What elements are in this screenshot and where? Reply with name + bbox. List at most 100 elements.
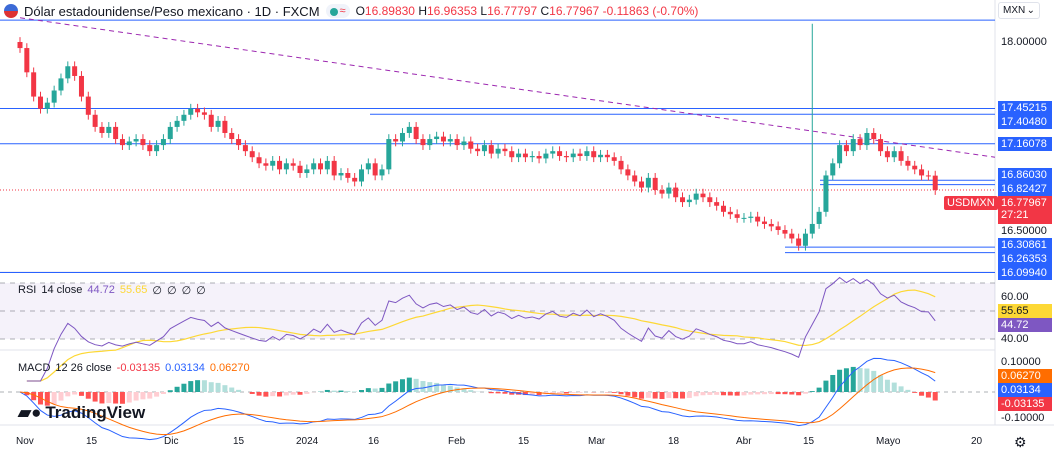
macd-histogram-bar xyxy=(645,392,651,398)
candle-body xyxy=(912,165,918,170)
candle-body xyxy=(577,153,583,157)
candle-body xyxy=(686,199,692,203)
macd-histogram-bar xyxy=(447,385,453,392)
currency-select[interactable]: MXN ⌄ xyxy=(998,2,1040,19)
rsi-ma-value: 55.65 xyxy=(119,284,148,296)
candle-body xyxy=(898,151,904,161)
macd-histogram-bar xyxy=(577,392,583,393)
candle-body xyxy=(126,141,132,146)
candle-body xyxy=(830,163,836,176)
macd-histogram-bar xyxy=(154,392,160,397)
macd-histogram-bar xyxy=(338,390,344,392)
candle-body xyxy=(65,66,71,79)
candle-body xyxy=(618,160,624,170)
ohlc-values: O16.89830 H16.96353 L16.77797 C16.77967 … xyxy=(355,4,699,18)
candle-body xyxy=(413,126,419,140)
candle-body xyxy=(386,139,392,170)
candle-body xyxy=(283,163,289,170)
macd-histogram-bar xyxy=(72,392,78,395)
candle-body xyxy=(488,145,494,154)
macd-legend[interactable]: MACD 12 26 close -0.03135 0.03134 0.0627… xyxy=(18,362,250,374)
market-open-icon xyxy=(329,8,338,16)
candle-body xyxy=(550,151,556,154)
candle-body xyxy=(17,42,23,49)
candle-body xyxy=(345,173,351,178)
macd-histogram-bar xyxy=(857,368,863,392)
macd-histogram-bar xyxy=(707,392,713,395)
candle-body xyxy=(639,181,645,188)
candle-body xyxy=(529,156,535,158)
macd-histogram-bar xyxy=(782,392,788,395)
candle-body xyxy=(72,66,78,76)
macd-histogram-bar xyxy=(229,387,235,392)
rsi-legend[interactable]: RSI 14 close 44.72 55.65 ∅ ∅ ∅ ∅ xyxy=(18,284,206,297)
macd-histogram-bar xyxy=(106,392,112,404)
macd-histogram-bar xyxy=(809,391,815,392)
macd-histogram-bar xyxy=(133,392,139,401)
time-tick: 20 xyxy=(971,436,983,447)
trendline xyxy=(19,17,996,158)
macd-histogram-bar xyxy=(652,392,658,399)
macd-histogram-bar xyxy=(65,392,71,397)
candle-body xyxy=(297,165,303,174)
macd-histogram-bar xyxy=(359,390,364,392)
macd-hist-price-label: -0.03135 xyxy=(998,397,1052,411)
macd-histogram-bar xyxy=(912,392,918,393)
macd-histogram-bar xyxy=(113,392,119,404)
macd-histogram-bar xyxy=(379,387,385,392)
macd-histogram-bar xyxy=(550,392,556,394)
symbol-tag: USDMXN xyxy=(944,196,998,210)
rsi-band xyxy=(0,283,995,339)
candle-body xyxy=(188,108,194,115)
macd-histogram-bar xyxy=(639,392,645,399)
macd-histogram-bar xyxy=(249,392,255,394)
candle-body xyxy=(256,157,262,164)
candle-body xyxy=(24,48,30,73)
macd-histogram-bar xyxy=(734,392,740,396)
macd-histogram-bar xyxy=(174,386,180,392)
candle-body xyxy=(714,202,720,206)
candle-body xyxy=(113,126,119,140)
macd-histogram-bar xyxy=(625,392,631,396)
time-tick: 2024 xyxy=(296,436,319,447)
candle-body xyxy=(324,160,330,170)
candle-body xyxy=(823,175,829,212)
macd-histogram-bar xyxy=(878,375,884,392)
candle-body xyxy=(598,154,604,158)
tradingview-logo[interactable]: ▰● TradingView xyxy=(18,403,145,423)
candle-body xyxy=(242,145,248,152)
candle-body xyxy=(99,126,105,133)
macd-histogram-bar xyxy=(830,374,836,392)
settings-gear-icon[interactable]: ⚙ xyxy=(1014,434,1027,450)
macd-histogram-bar xyxy=(686,392,692,398)
time-tick: Mayo xyxy=(876,436,901,447)
time-tick: Dic xyxy=(164,436,179,447)
rsi-extra: ∅ xyxy=(166,285,177,297)
macd-histogram-bar xyxy=(727,392,733,396)
candle-body xyxy=(318,163,324,170)
symbol-title[interactable]: Dólar estadounidense/Peso mexicano · 1D … xyxy=(24,3,320,19)
macd-histogram-bar xyxy=(413,378,419,392)
macd-histogram-bar xyxy=(270,392,276,397)
candle-body xyxy=(372,163,378,176)
macd-histogram-bar xyxy=(167,390,173,392)
candle-body xyxy=(782,230,788,234)
macd-histogram-bar xyxy=(755,392,761,395)
candle-body xyxy=(536,156,542,159)
time-tick: Abr xyxy=(736,436,752,447)
macd-histogram-bar xyxy=(823,380,829,392)
candle-body xyxy=(625,169,631,176)
market-status-badge[interactable]: ≈ xyxy=(325,4,350,18)
candle-body xyxy=(427,139,433,146)
macd-histogram-bar xyxy=(864,368,870,392)
candle-body xyxy=(270,160,276,166)
candle-body xyxy=(229,132,235,140)
time-tick: 15 xyxy=(233,436,245,447)
candle-body xyxy=(181,114,187,121)
macd-histogram-bar xyxy=(714,392,720,395)
candle-body xyxy=(891,151,897,158)
candle-body xyxy=(700,193,706,198)
time-tick: Nov xyxy=(16,436,34,447)
candle-body xyxy=(215,120,221,127)
